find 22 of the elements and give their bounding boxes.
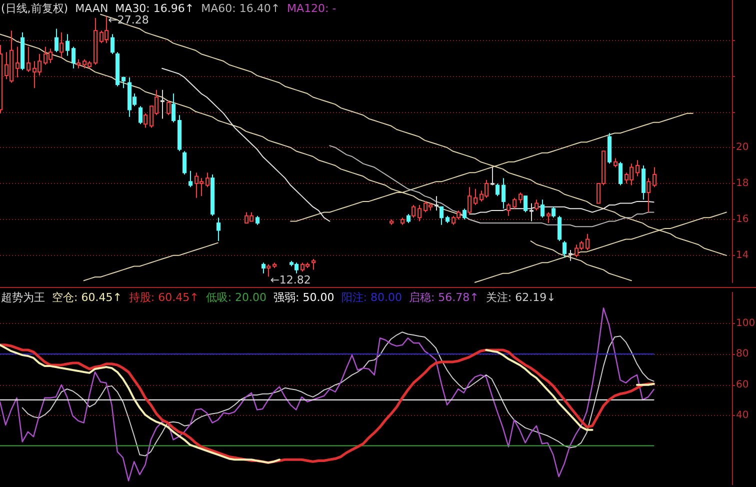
text: 启稳: 56.78↑	[408, 291, 479, 304]
y-tick-label: 60	[736, 379, 749, 390]
text: 低吸: 20.00	[206, 291, 267, 304]
y-tick-label: 40	[736, 410, 749, 421]
annotation: ←12.82	[270, 274, 311, 287]
y-tick-label: 16	[736, 214, 749, 226]
chart-subtitle: MAAN	[75, 2, 108, 15]
text: 阳注: 80.00	[341, 291, 402, 304]
y-tick-label: 18	[736, 178, 749, 190]
y-tick-label: 100	[736, 318, 756, 330]
y-tick-label: 20	[736, 142, 749, 154]
text: 空仓: 60.45↑	[52, 291, 122, 304]
text: 关注: 62.19↓	[486, 291, 556, 304]
text: MA60: 16.40↑	[201, 2, 280, 15]
legend-label: MA120: -	[287, 2, 336, 15]
text: 持股: 60.45↑	[128, 291, 199, 304]
chart-title: 超势为王	[1, 291, 45, 304]
text: MA30: 16.96↑	[115, 2, 194, 15]
y-tick-label: 14	[736, 250, 749, 262]
text: 强弱: 50.00	[274, 291, 334, 304]
y-tick-label: 80	[736, 348, 749, 360]
chart-title: (日线,前复权)	[1, 2, 68, 15]
